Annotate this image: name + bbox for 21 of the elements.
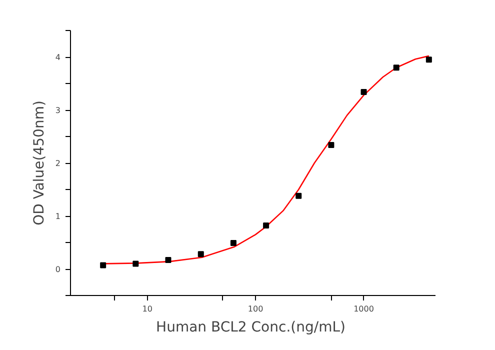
y-tick-label: 1 <box>55 212 61 221</box>
y-tick-label: 0 <box>55 265 61 274</box>
point <box>360 88 367 95</box>
point <box>426 56 432 63</box>
y-axis-title: OD Value(450nm) <box>31 100 48 226</box>
point <box>296 192 302 199</box>
point <box>328 142 334 148</box>
point <box>132 260 139 267</box>
x-axis-title: Human BCL2 Conc.(ng/mL) <box>156 320 346 336</box>
y-tick-label: 4 <box>55 53 61 62</box>
point <box>100 262 106 268</box>
x-tick-label: 10 <box>142 304 152 314</box>
x-tick-label: 1000 <box>354 304 374 314</box>
point <box>393 64 400 71</box>
y-tick-label: 3 <box>55 106 61 115</box>
y-tick-label: 2 <box>55 159 61 168</box>
point <box>230 240 236 246</box>
x-tick-label: 100 <box>248 304 264 314</box>
point <box>263 222 270 229</box>
point <box>198 251 204 258</box>
point <box>165 256 172 263</box>
